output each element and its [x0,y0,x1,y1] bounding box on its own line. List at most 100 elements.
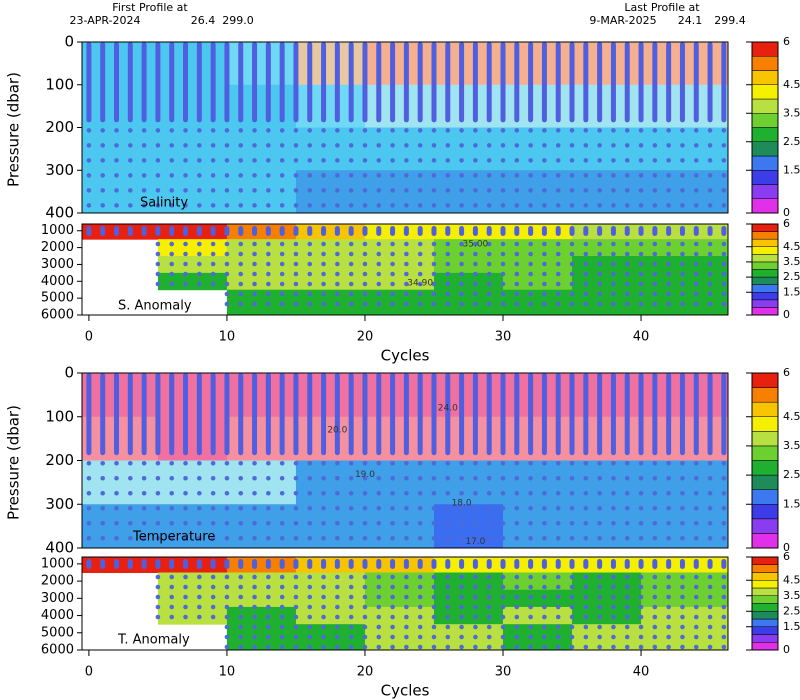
profile-dot [86,460,92,466]
profile-dot [169,203,175,208]
profile-dot [335,460,340,466]
profile-dot [335,574,340,580]
cell [433,557,504,573]
profile-dot [224,128,230,133]
profile-dot [693,535,699,541]
profile-dot [680,281,685,287]
profile-dot [528,241,533,247]
cell [503,460,573,505]
cell [157,224,228,240]
profile-dot [224,271,230,277]
profile-dot [335,241,340,247]
profile-dot [335,535,340,541]
profile-dot [528,261,533,267]
profile-dot [279,644,285,650]
x-tick-label: 20 [357,330,374,345]
profile-dot [624,291,630,297]
profile-dot [459,505,464,511]
profile-bar [265,42,271,123]
profile-dot [307,188,313,193]
profile-dot [321,505,326,511]
profile-bar [624,42,630,123]
profile-dot [721,644,727,650]
profile-dot [210,475,216,481]
profile-dot [266,594,271,600]
profile-dot [680,203,685,208]
profile-dot [500,173,506,178]
profile-dot [445,584,451,590]
cell [82,42,159,86]
profile-dot [321,584,326,590]
profile-dot [376,604,382,610]
profile-dot [514,158,520,163]
profile-dot [624,594,630,600]
profile-bar [376,226,382,236]
y-axis-label: Pressure (dbar) [5,72,23,187]
profile-dot [252,505,257,511]
profile-dot [721,460,727,466]
profile-dot [376,584,382,590]
profile-dot [555,128,561,133]
profile-dot [252,261,257,267]
profile-dot [100,460,106,466]
profile-dot [307,574,313,580]
cell [226,504,297,549]
y-tick-label: 4000 [41,608,74,623]
cell [82,416,159,461]
profile-dot [404,614,409,620]
profile-dot [266,604,271,610]
profile-dot [445,158,451,163]
profile-dot [348,594,354,600]
profile-dot [307,535,313,541]
profile-dot [224,644,230,650]
cell [572,289,642,316]
contour-label: 17.0 [465,537,485,547]
profile-dot [169,261,175,267]
profile-dot [693,505,699,511]
profile-bar [597,226,603,236]
profile-dot [707,614,713,620]
profile-dot [611,520,616,526]
x-tick-label: 10 [219,330,236,345]
profile-dot [155,261,161,267]
profile-dot [597,158,602,163]
profile-dot [431,644,437,650]
x-tick-label: 30 [495,665,512,680]
cell [226,42,297,86]
profile-bar [210,42,216,123]
profile-dot [459,158,464,163]
profile-dot [404,520,409,526]
profile-dots [86,373,727,541]
profile-dot [680,574,685,580]
profile-dot [404,188,409,193]
profile-dot [514,188,520,193]
profile-dot [348,490,354,496]
profile-dot [155,584,161,590]
profile-dot [404,574,409,580]
profile-dot [390,624,395,630]
profile-bar [141,226,147,236]
profile-dot [707,203,713,208]
colorbar-box [751,460,779,476]
first-label: First Profile at [112,1,188,14]
profile-dot [666,614,671,620]
profile-dot [459,614,464,620]
profile-dot [611,301,616,307]
profile-dot [638,644,644,650]
cell [503,224,573,240]
contour-label: 19.0 [355,470,375,480]
profile-bar [693,373,699,456]
profile-dot [707,475,713,481]
profile-dot [542,594,547,600]
profile-dot [666,520,671,526]
profile-dot [652,158,658,163]
profile-dot [293,158,299,163]
cell [503,170,573,214]
x-tick-label: 30 [495,330,512,345]
profile-dot [390,128,395,133]
profile-dot [500,188,506,193]
profile-bar [679,559,685,569]
profile-bar [638,373,644,456]
colorbar-box [751,445,779,461]
profile-dot [197,251,202,257]
